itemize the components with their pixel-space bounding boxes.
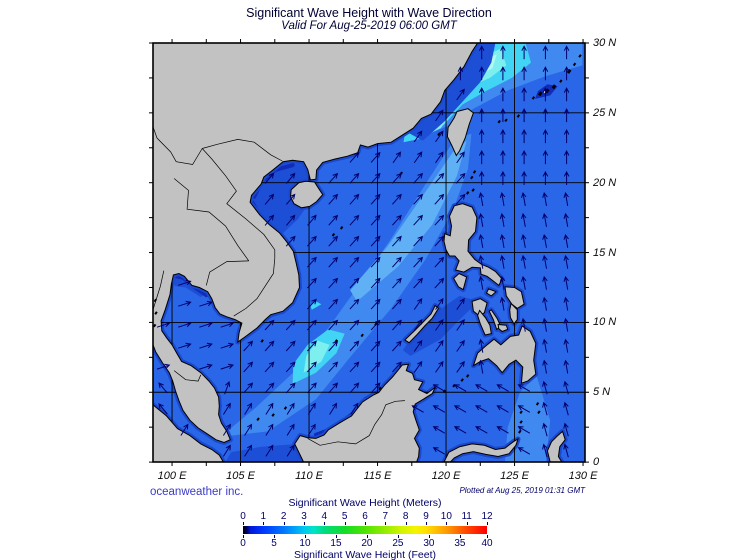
lat-tick-label: 25 N: [593, 106, 617, 119]
legend-tick-mark: [459, 535, 461, 538]
legend-tick-mark: [405, 522, 407, 525]
plotted-at-text: Plotted at Aug 25, 2019 01:31 GMT: [459, 486, 585, 495]
map-layers: [153, 43, 585, 462]
wave-map: [149, 39, 589, 466]
legend-tick-mark: [273, 535, 275, 538]
page-title: Significant Wave Height with Wave Direct…: [246, 6, 492, 20]
lat-tick-label: 20 N: [593, 176, 617, 189]
land-leyte: [509, 302, 518, 325]
feet-tick-label: 30: [423, 538, 435, 549]
land-bohol: [497, 323, 509, 333]
land-luzon: [443, 203, 503, 287]
feet-tick-label: 25: [392, 538, 404, 549]
small-islands: [153, 54, 582, 434]
legend-tick-mark: [243, 535, 244, 538]
legend-title-feet: Significant Wave Height (Feet): [293, 549, 436, 560]
lon-tick-label: 125 E: [500, 470, 529, 482]
legend-tick-mark: [446, 522, 448, 525]
feet-tick-label: 0: [240, 538, 246, 549]
lat-tick-label: 5 N: [593, 386, 611, 399]
lon-tick-label: 100 E: [157, 470, 187, 482]
lon-tick-label: 115 E: [363, 470, 392, 482]
legend-tick-mark: [487, 535, 488, 538]
meters-tick-label: 12: [481, 511, 493, 522]
land-borneo: [294, 363, 436, 462]
meters-tick-label: 3: [301, 511, 307, 522]
legend-tick-mark: [335, 535, 337, 538]
meters-tick-label: 2: [280, 511, 287, 522]
land-panay: [471, 298, 488, 317]
legend-tick-mark: [426, 522, 427, 525]
country-borders: [153, 126, 405, 446]
legend-tick-mark: [366, 535, 368, 538]
land-taiwan: [446, 108, 474, 157]
land-mindanao: [472, 325, 537, 384]
land-sulawesi: [443, 437, 519, 462]
legend-tick-mark: [283, 522, 285, 525]
meters-tick-label: 9: [423, 511, 429, 522]
legend-tick-mark: [324, 522, 326, 525]
map-frame: [152, 42, 586, 463]
meters-tick-label: 8: [402, 511, 409, 522]
land-mindoro: [452, 272, 468, 291]
feet-tick-label: 35: [454, 538, 466, 549]
legend-tick-mark: [365, 522, 366, 525]
legend-tick-mark: [466, 522, 468, 525]
lon-tick-label: 110 E: [295, 470, 323, 482]
feet-tick-label: 15: [330, 538, 342, 549]
land-halmahera: [546, 430, 566, 462]
lat-tick-label: 10 N: [593, 316, 617, 329]
legend-tick-mark: [344, 522, 346, 525]
feet-tick-label: 40: [481, 538, 493, 549]
feet-tick-label: 20: [361, 538, 373, 549]
feet-tick-label: 10: [299, 538, 311, 549]
land-hainan: [289, 180, 324, 209]
land-masbate: [485, 288, 497, 297]
lat-tick-label: 15 N: [593, 246, 617, 259]
legend-tick-mark: [397, 535, 399, 538]
lon-tick-label: 105 E: [226, 470, 255, 482]
legend-tick-mark: [304, 522, 305, 525]
meters-tick-label: 6: [362, 511, 368, 522]
lon-tick-label: 120 E: [431, 470, 461, 482]
wave-height-colorbar: [243, 526, 487, 534]
lat-tick-label: 30 N: [593, 37, 617, 49]
wave-direction-arrows: [156, 45, 570, 458]
meters-tick-label: 5: [341, 511, 348, 522]
lat-tick-label: 0: [593, 456, 600, 469]
meters-tick-label: 4: [321, 511, 328, 522]
valid-time-subtitle: Valid For Aug-25-2019 06:00 GMT: [281, 20, 457, 32]
legend-tick-mark: [428, 535, 430, 538]
legend-tick-mark: [263, 522, 265, 525]
legend-tick-mark: [487, 522, 488, 525]
feet-tick-label: 5: [271, 538, 277, 549]
legend-tick-mark: [304, 535, 306, 538]
legend-tick-mark: [385, 522, 387, 525]
meters-tick-label: 11: [461, 511, 472, 522]
meters-tick-label: 0: [240, 511, 246, 522]
land-sumatra: [153, 404, 224, 462]
credit-text: oceanweather inc.: [150, 486, 244, 498]
legend-tick-mark: [243, 522, 244, 525]
meters-tick-label: 1: [260, 511, 267, 522]
meters-tick-label: 10: [440, 511, 452, 522]
lon-tick-label: 130 E: [568, 470, 598, 482]
legend-title-meters: Significant Wave Height (Meters): [288, 497, 442, 509]
land-samar: [504, 286, 525, 310]
meters-tick-label: 7: [382, 511, 389, 522]
land-negros: [477, 309, 492, 336]
land-palawan: [404, 304, 440, 344]
